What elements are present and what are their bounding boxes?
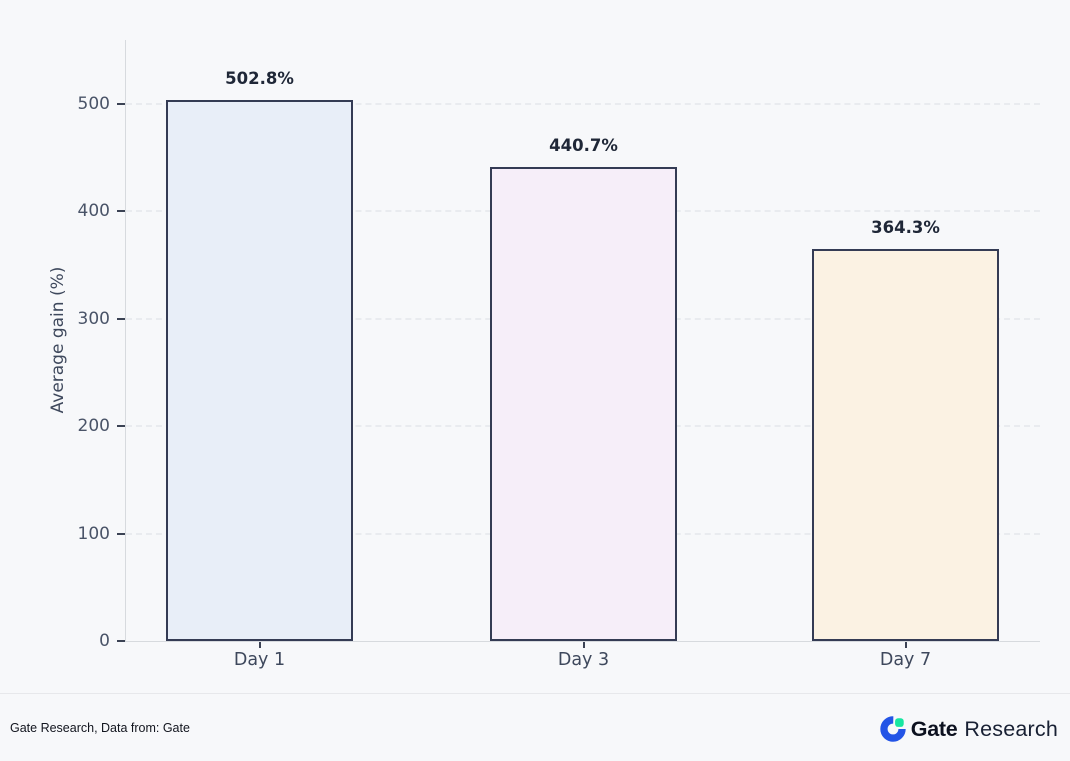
x-tick-label-3: Day 7 <box>879 650 932 670</box>
y-tick-500 <box>117 102 125 105</box>
y-tick-label-200: 200 <box>77 416 110 436</box>
y-tick-label-0: 0 <box>99 631 110 651</box>
y-tick-200 <box>117 425 125 427</box>
bar-value-label-1: 502.8% <box>225 69 294 89</box>
bar-value-label-3: 364.3% <box>871 218 940 238</box>
y-tick-400 <box>117 210 125 212</box>
x-tick-1 <box>258 642 261 648</box>
y-tick-0 <box>117 640 125 642</box>
footer-source-text: Gate Research, Data from: Gate <box>10 721 190 735</box>
bar-day-3 <box>490 167 677 641</box>
y-axis-spine <box>125 40 126 641</box>
y-tick-label-500: 500 <box>77 93 110 114</box>
y-gridline-500 <box>126 102 1040 105</box>
logo-dot <box>894 718 904 727</box>
x-tick-label-1: Day 1 <box>233 650 286 670</box>
bar-day-1 <box>166 100 353 641</box>
logo-ring <box>880 716 906 742</box>
y-tick-label-100: 100 <box>77 523 110 544</box>
bar-day-7 <box>812 249 999 641</box>
y-tick-label-400: 400 <box>77 201 110 221</box>
y-tick-label-300: 300 <box>77 308 110 329</box>
y-axis-title: Average gain (%) <box>48 266 68 414</box>
footer-divider <box>0 693 1070 694</box>
bar-value-label-2: 440.7% <box>549 136 618 156</box>
x-tick-3 <box>904 642 907 648</box>
gate-research-logo: Gate Research <box>880 714 1058 744</box>
logo-suffix-text: Research <box>964 716 1058 741</box>
gate-logo-icon <box>880 716 906 742</box>
x-axis-baseline <box>125 641 1040 642</box>
x-tick-label-2: Day 3 <box>557 650 610 670</box>
logo-brand-text: Gate <box>910 716 958 741</box>
x-tick-2 <box>582 642 585 648</box>
y-tick-100 <box>117 532 125 535</box>
y-tick-300 <box>117 317 125 320</box>
